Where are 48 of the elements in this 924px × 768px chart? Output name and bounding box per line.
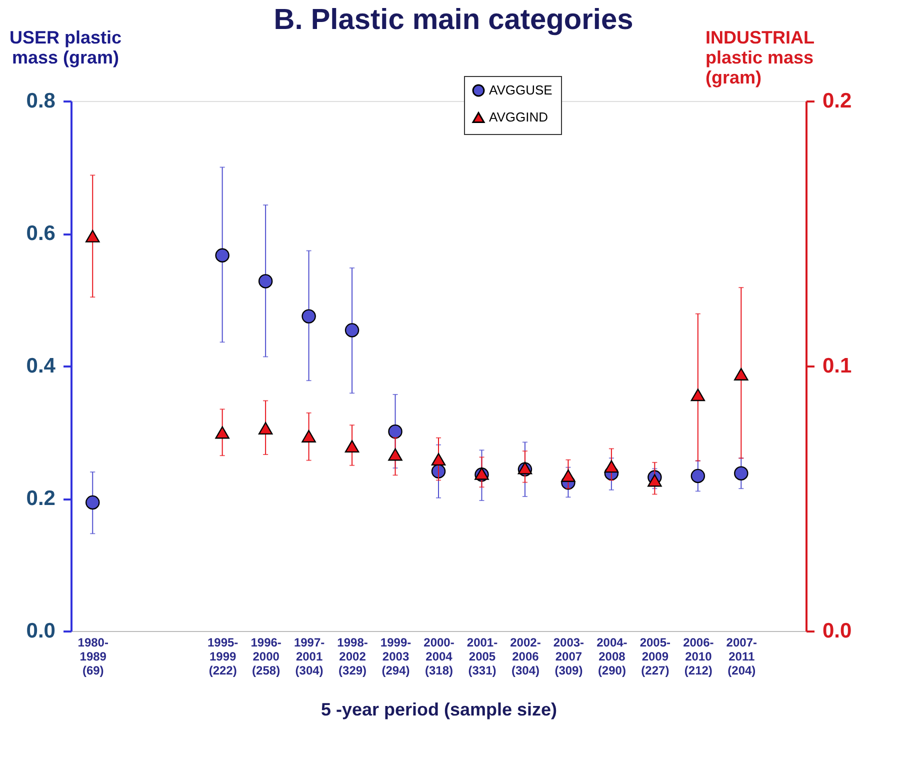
point [690, 388, 706, 402]
point [86, 495, 100, 510]
x-tick-label: 1999-2003 (294) [380, 636, 412, 678]
y2-tick-label: 0.2 [822, 90, 852, 112]
point [302, 430, 316, 442]
point [734, 466, 748, 480]
x-tick-label: 2006-2010 (212) [683, 636, 714, 678]
y2-axis-title: INDUSTRIAL plastic mass (gram) [706, 28, 814, 88]
legend-label: AVGGUSE [489, 82, 553, 98]
point [344, 440, 360, 453]
y-axis-title: USER plastic mass (gram) [9, 28, 122, 68]
y2-tick-label: 0.1 [822, 354, 852, 378]
point [431, 453, 446, 466]
y-tick-label: 0.2 [26, 487, 56, 510]
x-tick-label: 2005-2009 (227) [640, 636, 671, 678]
point [258, 274, 273, 288]
point [258, 422, 273, 435]
point [302, 309, 316, 324]
x-tick-label: 2003-2007 (309) [553, 636, 584, 678]
x-tick-label: 2004-2008 (290) [596, 636, 628, 678]
point [561, 469, 576, 482]
x-tick-label: 1996-2000 (258) [250, 636, 282, 678]
x-tick-label: 1995-1999 (222) [207, 636, 238, 678]
x-axis-title: 5 -year period (sample size) [320, 700, 558, 720]
y-tick-label: 0.8 [26, 90, 56, 112]
x-tick-label: 2002-2006 (304) [510, 636, 541, 678]
x-tick-label: 2001-2005 (331) [466, 636, 498, 678]
y-tick-label: 0.4 [26, 354, 56, 378]
point [86, 230, 100, 242]
x-tick-label: 1998-2002 (329) [337, 636, 368, 678]
point [215, 426, 230, 439]
chart-title: B. Plastic main categories [274, 4, 634, 36]
legend-label: AVGGIND [489, 110, 548, 124]
x-tick-label: 1997-2001 (304) [294, 636, 325, 678]
y-tick-label: 0.0 [26, 620, 56, 642]
x-tick-label: 2007-2011 (204) [726, 636, 757, 678]
point [215, 248, 230, 262]
point [690, 468, 706, 484]
x-tick-label: 2000-2004 (318) [424, 636, 454, 678]
point [734, 368, 748, 380]
point [344, 323, 360, 338]
point [388, 448, 402, 461]
y-tick-label: 0.6 [26, 222, 56, 245]
point [648, 474, 662, 487]
x-tick-label: 1980-1989 (69) [78, 636, 108, 678]
point [388, 424, 402, 439]
point [604, 460, 619, 473]
y2-tick-label: 0.0 [822, 620, 852, 642]
